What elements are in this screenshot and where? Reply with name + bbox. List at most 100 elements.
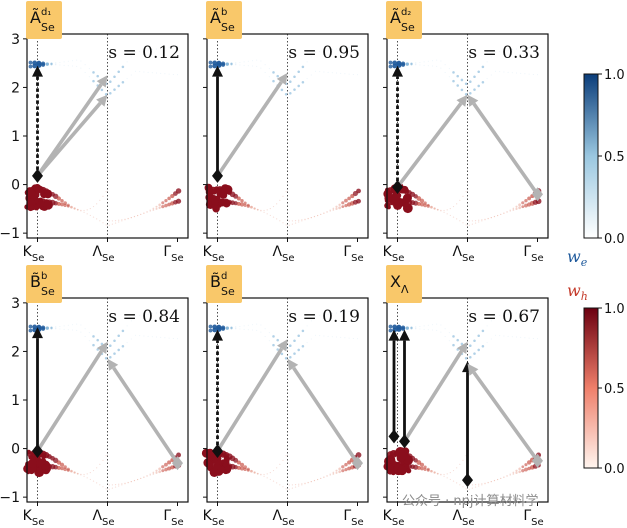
hole-point (329, 209, 331, 211)
hole-point (118, 219, 120, 221)
hole-point (341, 465, 345, 469)
electron-point (511, 313, 513, 315)
electron-point (84, 335, 86, 337)
electron-point (55, 327, 57, 330)
x-tick-label: KSe (23, 244, 45, 264)
electron-point (172, 73, 174, 75)
electron-point (172, 337, 174, 339)
hole-point (73, 207, 76, 210)
electron-point (301, 81, 305, 84)
hole-point (301, 220, 303, 222)
electron-point (135, 315, 136, 317)
hole-point (158, 203, 161, 207)
electron-point (315, 334, 316, 336)
hole-point (506, 475, 508, 477)
electron-point (168, 337, 170, 339)
hole-point (446, 473, 448, 475)
electron-point (156, 48, 157, 50)
band-points (204, 45, 361, 226)
electron-point (537, 45, 538, 47)
hole-point (347, 196, 351, 201)
electron-point (432, 60, 433, 62)
hole-point (465, 224, 467, 226)
electron-point (264, 328, 266, 330)
electron-point (50, 62, 53, 65)
electron-point (88, 76, 90, 78)
hole-point (282, 222, 284, 224)
electron-point (63, 328, 65, 330)
hole-point (279, 463, 281, 466)
hole-point (105, 488, 107, 490)
hole-point (167, 196, 171, 201)
electron-point (532, 73, 534, 75)
hole-point (506, 211, 508, 213)
electron-point (80, 331, 82, 333)
electron-point (427, 329, 429, 331)
hole-point (236, 465, 241, 470)
electron-point (357, 309, 358, 311)
electron-point (252, 324, 253, 326)
electron-point (45, 326, 49, 330)
colorbar-gradient (583, 307, 599, 469)
arrow-head (212, 65, 223, 77)
hole-point (240, 199, 244, 203)
hole-point (233, 457, 239, 463)
hole-point (433, 207, 436, 210)
y-tick-label: 0 (11, 442, 20, 458)
hole-point (63, 467, 67, 472)
y-tick-label: 2 (11, 80, 20, 96)
electron-point (481, 65, 485, 69)
electron-point (516, 72, 517, 74)
hole-point (350, 194, 355, 199)
hole-point (521, 468, 525, 473)
electron-point (109, 344, 112, 347)
transition-start-marker (462, 473, 473, 488)
hole-point (27, 188, 36, 198)
electron-point (293, 339, 296, 343)
electron-point (423, 64, 425, 66)
electron-point (452, 343, 455, 347)
hole-point (121, 219, 123, 221)
electron-point (405, 62, 409, 66)
hole-point (329, 473, 331, 475)
hole-point (253, 471, 256, 474)
hole-point (221, 184, 230, 193)
electron-point (88, 68, 90, 70)
hole-point (298, 219, 300, 221)
hole-point (462, 222, 464, 224)
electron-point (340, 311, 342, 313)
electron-point (177, 74, 178, 76)
hole-point (307, 482, 309, 484)
hole-point (526, 460, 532, 465)
electron-point (243, 325, 245, 327)
hole-point (481, 483, 483, 485)
electron-point (436, 323, 438, 325)
electron-point (92, 71, 95, 74)
electron-point (481, 329, 485, 333)
hole-point (416, 465, 421, 470)
arrow-head (212, 329, 223, 341)
arrow-head (388, 329, 400, 341)
band-points (383, 309, 542, 490)
electron-point (92, 335, 95, 338)
hole-point (430, 206, 433, 209)
electron-point (503, 50, 505, 52)
electron-point (272, 79, 275, 83)
hole-point (269, 471, 271, 474)
electron-point (423, 325, 425, 327)
electron-point (520, 311, 522, 313)
electron-point (495, 51, 496, 53)
electron-point (481, 81, 485, 84)
hole-point (260, 474, 262, 476)
hole-point (63, 203, 67, 208)
hole-point (133, 215, 136, 218)
hole-point (86, 473, 88, 475)
electron-point (427, 60, 429, 62)
hole-point (158, 470, 162, 474)
hole-point (329, 474, 331, 476)
electron-point (164, 73, 166, 75)
hole-point (276, 467, 278, 469)
electron-point (50, 326, 53, 329)
electron-point (388, 328, 393, 333)
